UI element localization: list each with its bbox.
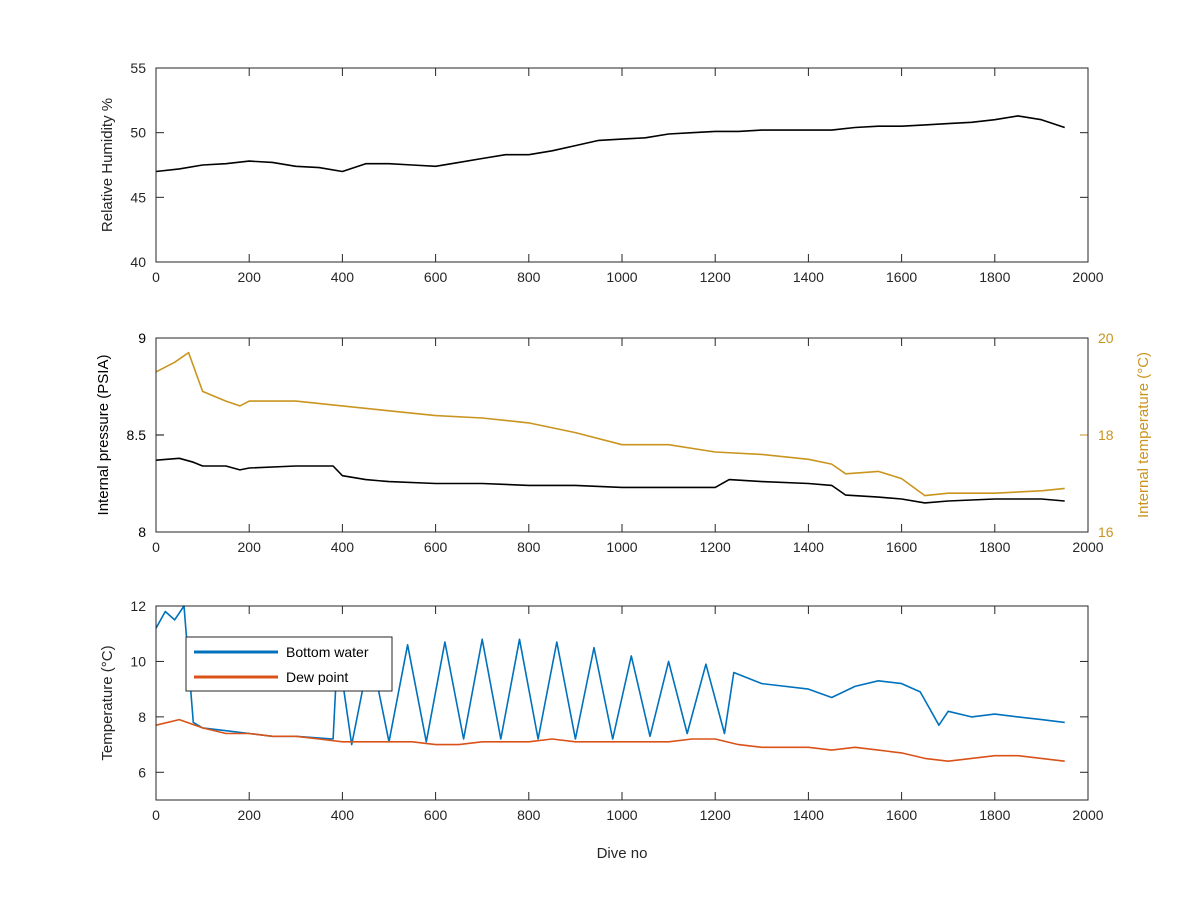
x-tick-label: 800 (517, 269, 541, 285)
x-tick-label: 1200 (700, 807, 731, 823)
humidity-y-axis-label: Relative Humidity % (99, 98, 116, 232)
y-tick-label: 50 (130, 125, 146, 141)
y-tick-label: 8.5 (127, 427, 147, 443)
x-tick-label: 200 (238, 539, 262, 555)
x-tick-label: 400 (331, 539, 355, 555)
temperature-axes-box (155, 605, 1089, 801)
pressure-panel: 0 200 400 600 800 1000 1200 1400 1600 1800 2000 8 8.… (95, 330, 1152, 555)
temperature-y-axis-label: Temperature (°C) (99, 645, 116, 760)
pressure-axes-box (155, 337, 1089, 533)
x-tick-label: 1000 (606, 269, 637, 285)
x-tick-label: 600 (424, 807, 448, 823)
x-tick-label: 400 (331, 807, 355, 823)
x-tick-label: 400 (331, 269, 355, 285)
x-axis-label: Dive no (597, 845, 648, 862)
y-tick-label: 12 (130, 598, 146, 614)
y-right-tick-label: 16 (1098, 524, 1114, 540)
y-tick-label: 8 (138, 709, 146, 725)
x-tick-label: 200 (238, 269, 262, 285)
x-tick-label: 2000 (1072, 807, 1103, 823)
y-tick-label: 8 (138, 524, 146, 540)
y-tick-label: 6 (138, 764, 146, 780)
x-tick-label: 600 (424, 539, 448, 555)
x-tick-label: 1400 (793, 539, 824, 555)
humidity-axes-box (155, 67, 1089, 263)
x-tick-label: 2000 (1072, 539, 1103, 555)
y-tick-label: 45 (130, 189, 146, 205)
x-tick-label: 1000 (606, 807, 637, 823)
x-tick-label: 1800 (979, 807, 1010, 823)
x-tick-label: 200 (238, 807, 262, 823)
x-tick-label: 1600 (886, 539, 917, 555)
temperature-series (155, 605, 1065, 763)
series-line-dew-point (155, 718, 1065, 763)
temperature-plot-area (156, 606, 1088, 800)
x-tick-label: 0 (152, 807, 160, 823)
x-tick-label: 1200 (700, 539, 731, 555)
series-line-panel2-2 (155, 351, 1065, 497)
legend: Bottom water Dew point (185, 636, 393, 692)
x-tick-label: 1000 (606, 539, 637, 555)
x-tick-label: 600 (424, 269, 448, 285)
y-tick-label: 40 (130, 254, 146, 270)
humidity-series (155, 115, 1065, 173)
y-right-tick-label: 20 (1098, 330, 1114, 346)
x-tick-label: 1800 (979, 269, 1010, 285)
x-tick-label: 800 (517, 807, 541, 823)
pressure-ticks: 0 200 400 600 800 1000 1200 1400 1600 1800 2000 8 8.… (127, 330, 1114, 555)
series-line-panel2-1 (155, 457, 1065, 504)
x-tick-label: 1200 (700, 269, 731, 285)
x-tick-label: 0 (152, 269, 160, 285)
legend-label-dew-point: Dew point (286, 669, 348, 685)
y-tick-label: 9 (138, 330, 146, 346)
y-tick-label: 55 (130, 60, 146, 76)
pressure-series (155, 351, 1065, 504)
pressure-plot-area (156, 338, 1088, 532)
legend-box (185, 636, 393, 692)
x-tick-label: 1600 (886, 269, 917, 285)
y-right-tick-label: 18 (1098, 427, 1114, 443)
legend-label-bottom-water: Bottom water (286, 644, 369, 660)
x-tick-label: 1400 (793, 269, 824, 285)
x-tick-label: 1600 (886, 807, 917, 823)
x-tick-label: 0 (152, 539, 160, 555)
humidity-plot-area (156, 68, 1088, 262)
humidity-panel: 0 200 400 600 800 1000 1200 1400 1600 1800 2000 40 4… (99, 60, 1104, 285)
x-tick-label: 1400 (793, 807, 824, 823)
humidity-ticks: 0 200 400 600 800 1000 1200 1400 1600 1800 2000 40 4… (130, 60, 1103, 285)
x-tick-label: 1800 (979, 539, 1010, 555)
y-tick-label: 10 (130, 653, 146, 669)
x-tick-label: 800 (517, 539, 541, 555)
series-line-panel1-1 (155, 115, 1065, 173)
pressure-y-axis-label: Internal pressure (PSIA) (95, 355, 112, 516)
x-tick-label: 2000 (1072, 269, 1103, 285)
temperature-right-axis-label: Internal temperature (°C) (1135, 352, 1152, 518)
temperature-panel: 0 200 400 600 800 1000 1200 1400 1600 1800 2000 6 8 1… (99, 598, 1104, 862)
